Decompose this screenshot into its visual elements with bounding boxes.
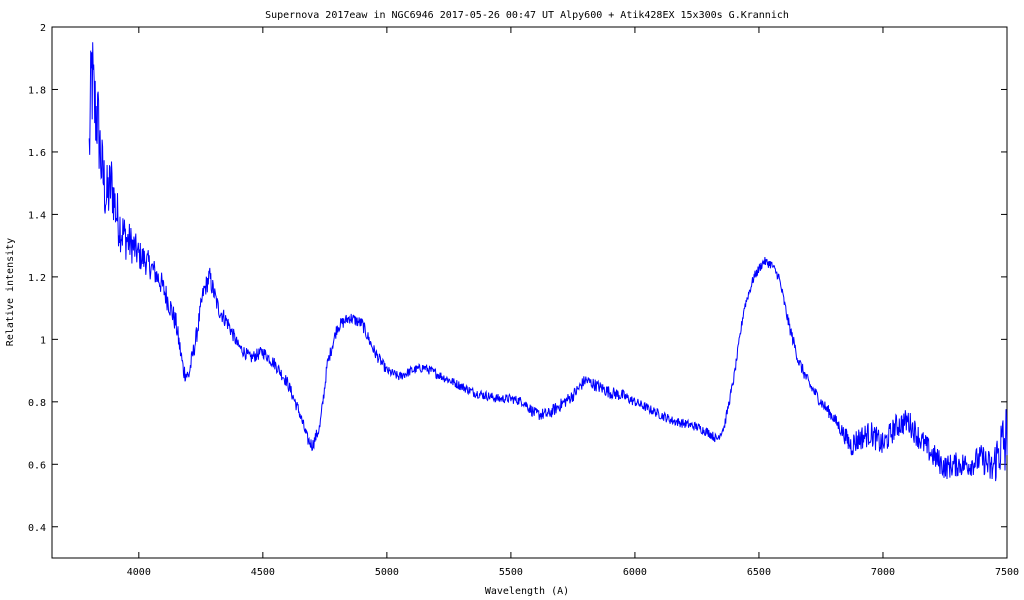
x-tick-label: 5000: [375, 567, 399, 578]
spectrum-series-line: [88, 42, 1008, 482]
y-tick-label: 1.6: [28, 148, 46, 159]
y-tick-label: 0.8: [28, 398, 46, 409]
x-tick-label: 7000: [871, 567, 895, 578]
x-axis-ticks: 4000 4500 5000 5500 6000 6500 7000 7500: [127, 27, 1019, 578]
x-tick-label: 4500: [251, 567, 275, 578]
y-tick-label: 1.2: [28, 273, 46, 284]
y-tick-label: 1.8: [28, 85, 46, 96]
y-axis-label: Relative intensity: [5, 238, 16, 346]
plot-frame: [51, 26, 1008, 559]
y-tick-label: 2: [40, 23, 46, 34]
x-tick-label: 6500: [747, 567, 771, 578]
y-tick-label: 0.4: [28, 523, 46, 534]
chart-title: Supernova 2017eaw in NGC6946 2017-05-26 …: [265, 10, 789, 21]
x-tick-label: 6000: [623, 567, 647, 578]
y-axis-ticks: 2 1.8 1.6 1.4 1.2 1 0.8 0.6 0.4: [28, 23, 1007, 534]
y-tick-label: 1.4: [28, 210, 46, 221]
y-tick-label: 0.6: [28, 460, 46, 471]
y-tick-label: 1: [40, 335, 46, 346]
x-tick-label: 4000: [127, 567, 151, 578]
x-tick-label: 7500: [995, 567, 1019, 578]
x-tick-label: 5500: [499, 567, 523, 578]
x-axis-label: Wavelength (A): [485, 586, 569, 597]
